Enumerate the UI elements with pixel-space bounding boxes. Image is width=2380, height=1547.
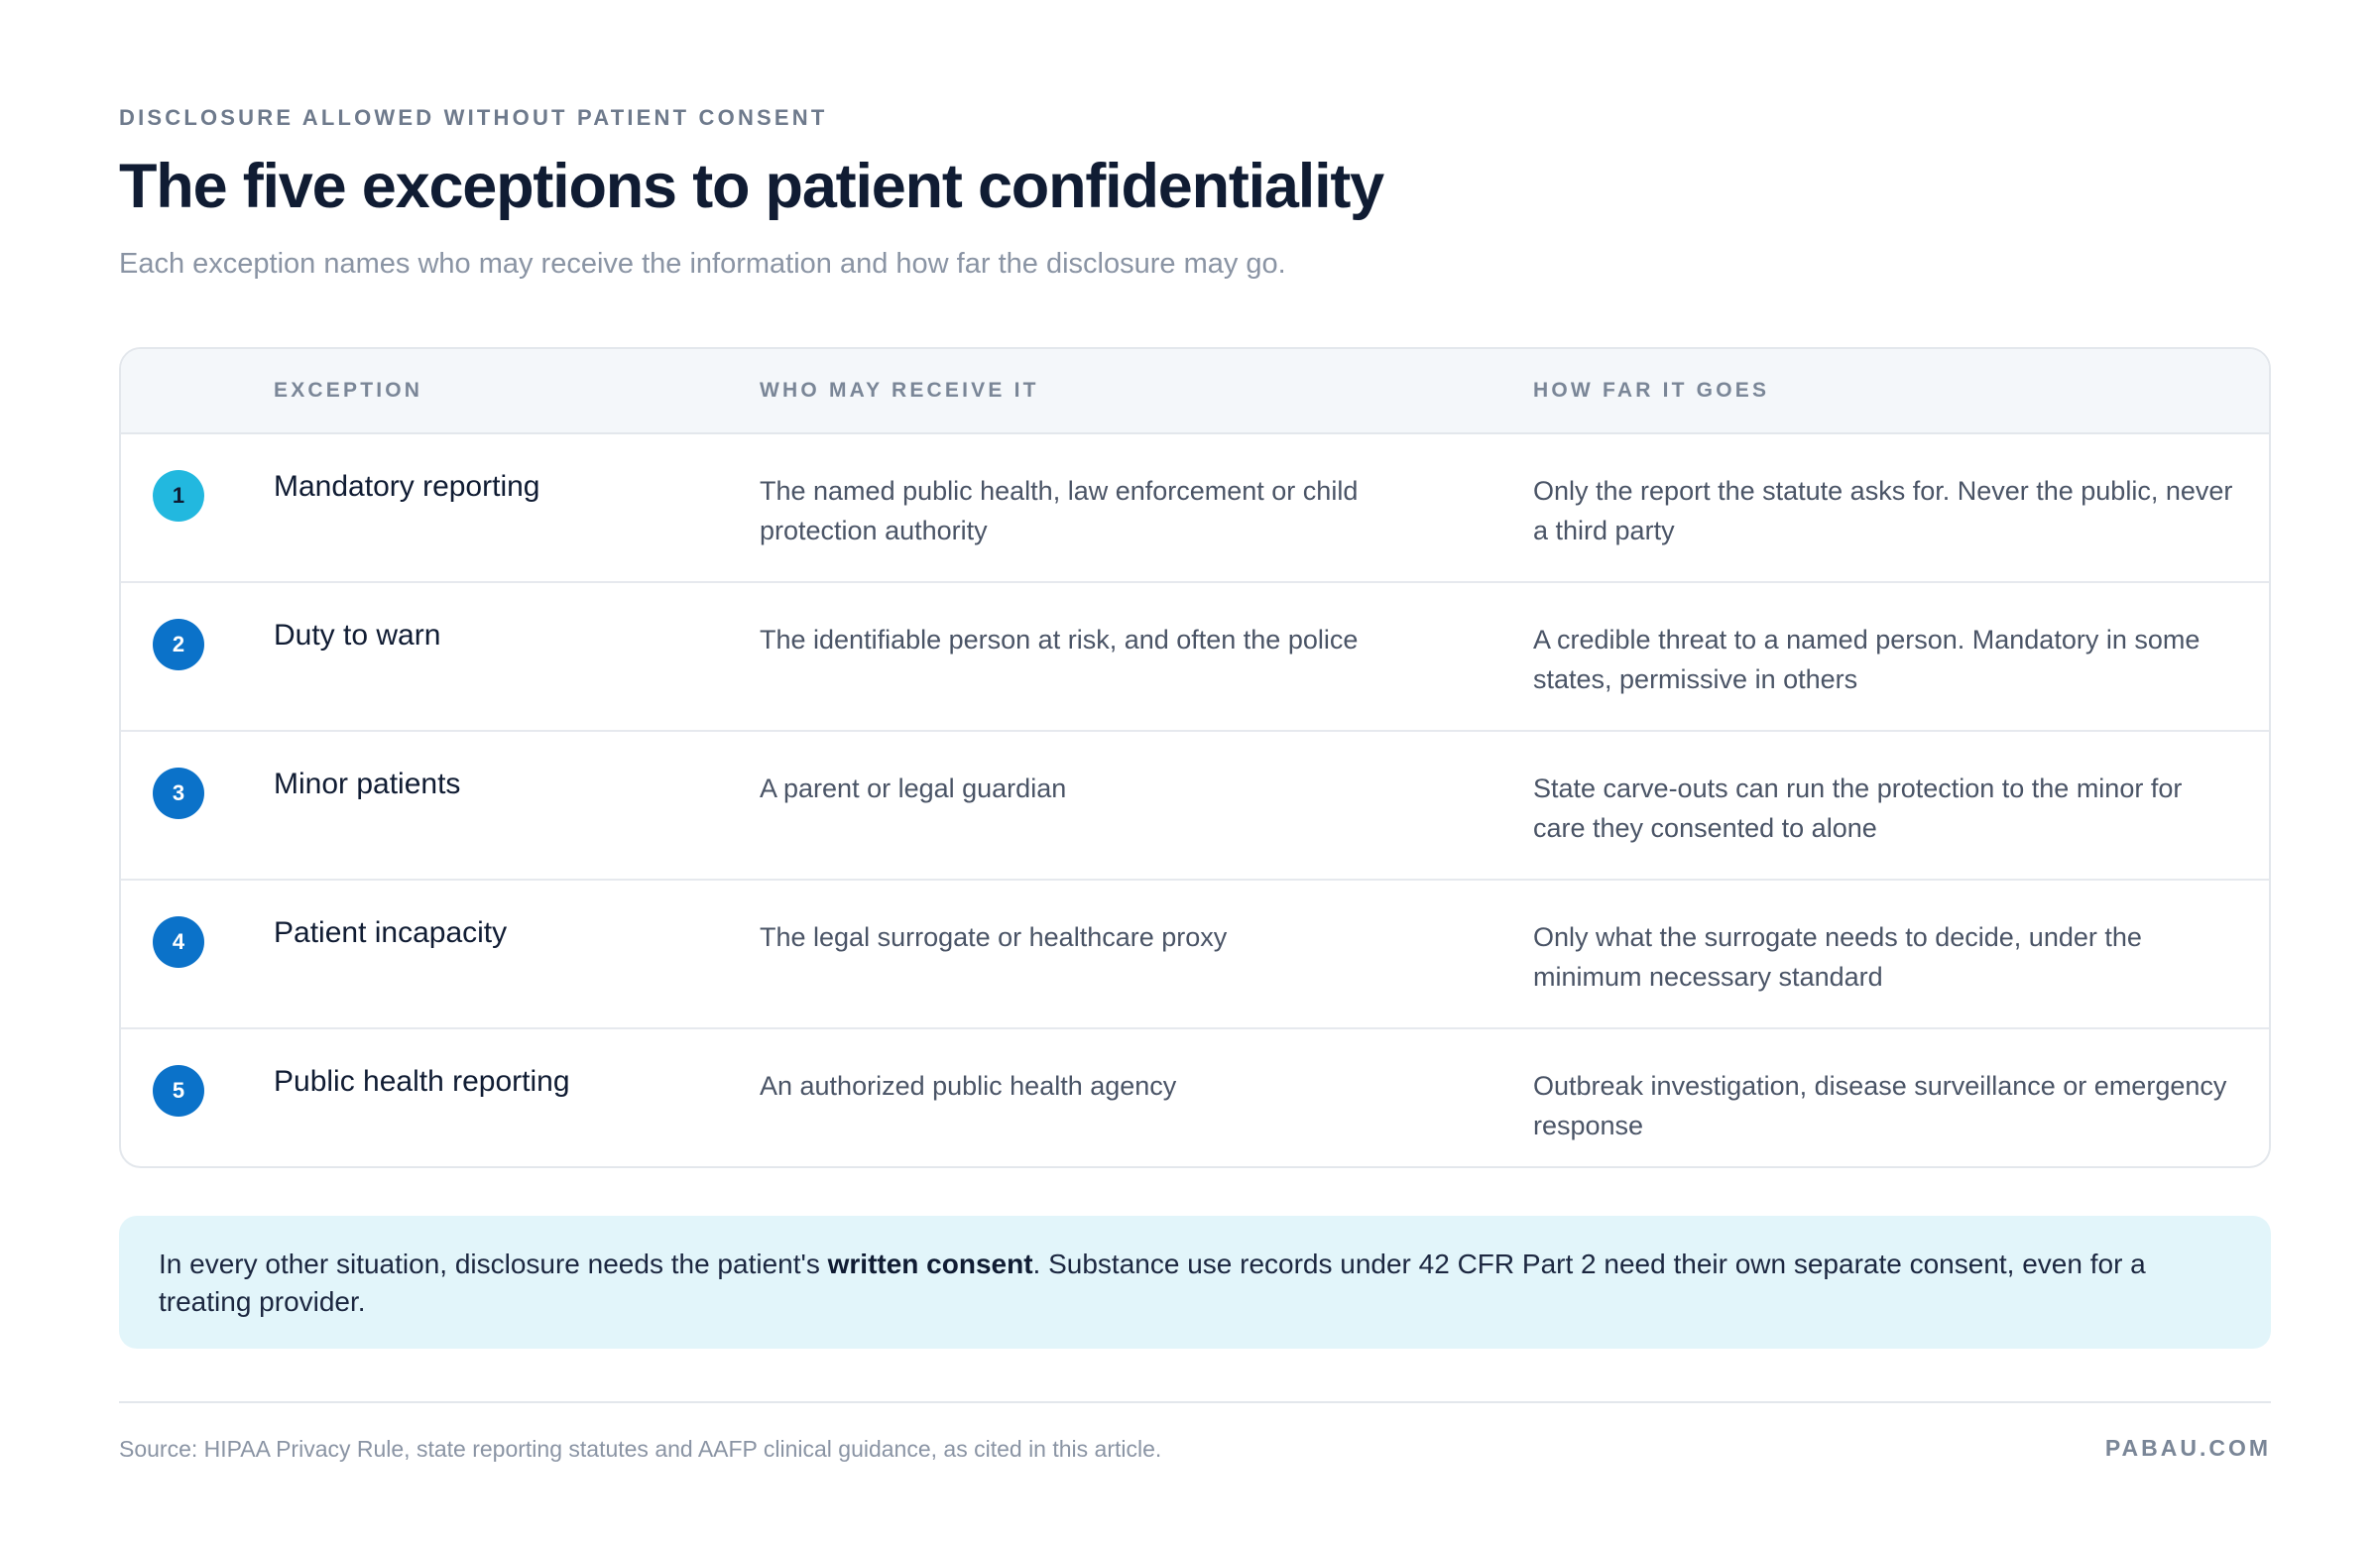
footer-divider [119,1401,2271,1403]
callout-text-end: . Substance use records under 42 CFR Par… [159,1249,2146,1317]
table-header: EXCEPTION WHO MAY RECEIVE IT HOW FAR IT … [121,349,2269,434]
callout-text-start: In every other situation, disclosure nee… [159,1249,828,1279]
page-title: The five exceptions to patient confident… [119,152,1384,221]
brand-label: PABAU.COM [2104,1435,2271,1461]
exceptions-table: EXCEPTION WHO MAY RECEIVE IT HOW FAR IT … [119,347,2271,1168]
column-header-exception: EXCEPTION [274,379,423,402]
who-cell: The legal surrogate or healthcare proxy [760,922,1228,952]
who-cell: A parent or legal guardian [760,774,1067,803]
how-far-cell: Only the report the statute asks for. Ne… [1533,476,2233,545]
page-subtitle: Each exception names who may receive the… [119,248,1286,280]
row-number-badge: 4 [153,916,204,968]
eyebrow-label: DISCLOSURE ALLOWED WITHOUT PATIENT CONSE… [119,105,828,130]
table-row: 5 Public health reporting An authorized … [121,1029,2269,1166]
how-far-cell: State carve-outs can run the protection … [1533,774,2183,843]
exception-name: Duty to warn [274,619,441,652]
row-number-badge: 5 [153,1065,204,1117]
consent-callout: In every other situation, disclosure nee… [119,1216,2271,1349]
exception-name: Minor patients [274,768,461,800]
how-far-cell: A credible threat to a named person. Man… [1533,625,2201,694]
source-note: Source: HIPAA Privacy Rule, state report… [119,1436,1162,1462]
how-far-cell: Outbreak investigation, disease surveill… [1533,1071,2227,1140]
row-number-badge: 3 [153,768,204,819]
row-number-badge: 2 [153,619,204,670]
column-header-who: WHO MAY RECEIVE IT [760,379,1039,402]
who-cell: The identifiable person at risk, and oft… [760,625,1359,654]
table-row: 4 Patient incapacity The legal surrogate… [121,881,2269,1029]
exception-name: Patient incapacity [274,916,508,949]
table-row: 2 Duty to warn The identifiable person a… [121,583,2269,732]
who-cell: The named public health, law enforcement… [760,476,1359,545]
exception-name: Mandatory reporting [274,470,540,503]
how-far-cell: Only what the surrogate needs to decide,… [1533,922,2142,992]
callout-emphasis: written consent [827,1249,1033,1279]
row-number-badge: 1 [153,470,204,522]
table-row: 1 Mandatory reporting The named public h… [121,434,2269,583]
column-header-how-far: HOW FAR IT GOES [1533,379,1770,402]
who-cell: An authorized public health agency [760,1071,1177,1101]
exception-name: Public health reporting [274,1065,570,1098]
table-row: 3 Minor patients A parent or legal guard… [121,732,2269,881]
